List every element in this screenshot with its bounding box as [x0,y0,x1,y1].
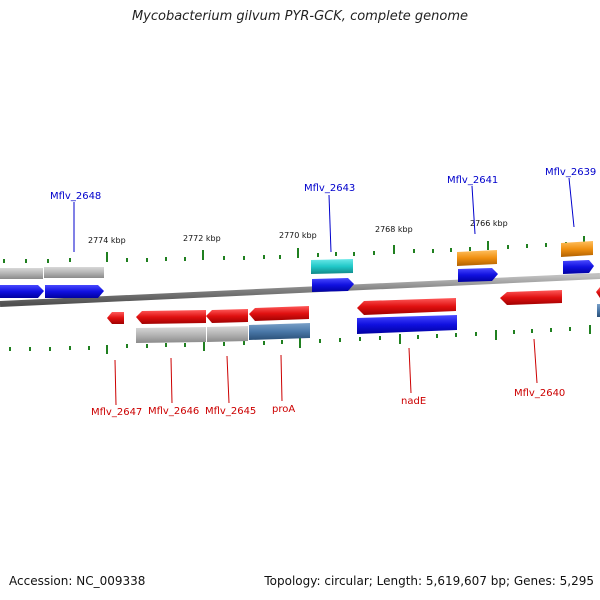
kbp-tick-label: 2772 kbp [183,234,221,243]
gene-label-bottom[interactable]: Mflv_2640 [514,388,565,399]
gene-arrow-minus [249,306,309,321]
gene-label-top[interactable]: Mflv_2641 [447,175,498,186]
gene-arrow-plus [563,260,594,274]
gene-label-top[interactable]: Mflv_2639 [545,167,596,178]
gene-label-bottom[interactable]: Mflv_2647 [91,407,142,418]
gray-feature [44,267,104,278]
gene-arrow-minus [357,298,456,315]
gene-label-bottom[interactable]: Mflv_2645 [205,406,256,417]
steelblue-feature [597,304,600,317]
genome-summary-text: Topology: circular; Length: 5,619,607 bp… [264,574,594,588]
orange-feature [561,241,593,257]
kbp-tick-label: 2768 kbp [375,225,413,234]
gene-label-top[interactable]: Mflv_2648 [50,191,101,202]
gene-arrow-minus [596,287,600,298]
top-leader-lines [73,177,575,253]
gene-arrow-minus [136,310,206,324]
kbp-tick-label: 2766 kbp [470,219,508,228]
gray-feature [136,327,206,343]
gray-feature [0,268,43,279]
gene-label-top[interactable]: Mflv_2643 [304,183,355,194]
bottom-tick-row [9,325,591,354]
accession-text: Accession: NC_009338 [9,574,146,588]
kbp-tick-label: 2770 kbp [279,231,317,240]
steelblue-feature [249,323,310,340]
gene-arrow-plus [458,268,498,282]
gene-label-bottom[interactable]: Mflv_2646 [148,406,199,417]
orange-feature [457,250,497,266]
blue-feature [357,315,457,334]
cyan-feature [311,259,353,274]
gene-arrow-minus [500,290,562,305]
top-tick-row [3,236,585,263]
genome-backbone [0,273,600,307]
bottom-leader-lines [114,338,538,406]
gene-arrow-plus [0,285,44,298]
kbp-tick-label: 2774 kbp [88,236,126,245]
gene-label-bottom[interactable]: proA [272,404,295,415]
gene-arrow-plus [312,278,354,292]
gene-arrow-minus [107,312,124,324]
gene-arrow-minus [206,309,248,323]
gene-arrow-plus [45,285,104,298]
map-title: Mycobacterium gilvum PYR-GCK, complete g… [131,9,469,24]
gray-feature [207,326,248,342]
gene-label-bottom[interactable]: nadE [401,396,426,407]
